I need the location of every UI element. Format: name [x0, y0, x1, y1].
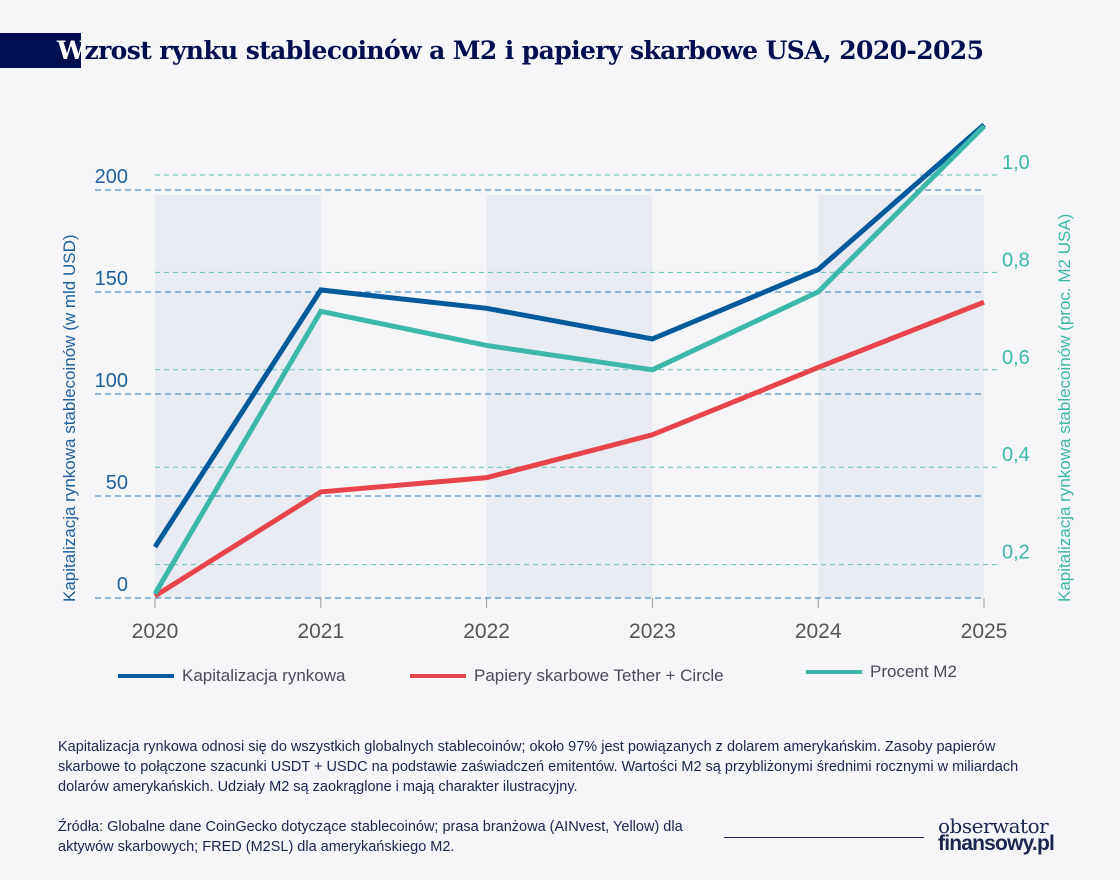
- y2-tick-label: 1,0: [1002, 152, 1030, 174]
- legend-item-m2-percent: Procent M2: [806, 662, 957, 682]
- logo-line1: obserwator: [938, 814, 1049, 838]
- title-accent-bar: [0, 33, 81, 68]
- y2-tick-label: 0,6: [1002, 347, 1030, 369]
- legend-label: Procent M2: [870, 662, 957, 681]
- legend-swatch: [118, 674, 174, 678]
- legend-item-treasuries: Papiery skarbowe Tether + Circle: [410, 666, 724, 686]
- y2-tick-label: 0,2: [1002, 542, 1030, 564]
- x-tick-label: 2023: [629, 620, 676, 643]
- source-note: Źródła: Globalne dane CoinGecko dotycząc…: [58, 819, 683, 855]
- title-text: zrost rynku stablecoinów a M2 i papiery …: [84, 36, 984, 65]
- shaded-band: [155, 195, 321, 598]
- y2-axis-title: Kapitalizacja rynkowa stablecoinów (proc…: [1055, 214, 1074, 602]
- legend-label: Kapitalizacja rynkowa: [182, 666, 346, 685]
- chart-title: Wzrost rynku stablecoinów a M2 i papiery…: [57, 33, 984, 68]
- x-tick-label: 2025: [961, 620, 1008, 643]
- x-tick-label: 2020: [132, 620, 179, 643]
- publisher-logo: obserwator finansowy.pl: [938, 814, 1055, 855]
- legend-label: Papiery skarbowe Tether + Circle: [474, 666, 724, 685]
- title-first-letter: W: [57, 36, 85, 65]
- x-tick-label: 2022: [463, 620, 510, 643]
- line-chart: 0 50 100 150 200 0,2 0,4 0,6 0,8 1,0 2020 2021 2022 2…: [60, 122, 1074, 643]
- y-tick-label: 50: [106, 472, 128, 494]
- y-tick-label: 200: [95, 166, 128, 188]
- logo-line2: finansowy.pl: [938, 832, 1055, 855]
- legend-swatch: [410, 674, 466, 678]
- series-line-2: [152, 124, 986, 596]
- y-tick-label: 150: [95, 268, 128, 290]
- y-axis-title: Kapitalizacja rynkowa stablecoinów (w ml…: [60, 234, 79, 602]
- y2-tick-label: 0,4: [1002, 444, 1030, 466]
- shaded-band: [486, 195, 653, 598]
- legend-item-market-cap: Kapitalizacja rynkowa: [118, 666, 345, 686]
- shaded-band: [818, 195, 984, 598]
- legend-swatch: [806, 670, 862, 674]
- y2-tick-label: 0,8: [1002, 249, 1030, 271]
- divider: [724, 837, 924, 838]
- series-line-0: [152, 122, 986, 549]
- chart-note: Kapitalizacja rynkowa odnosi się do wszy…: [58, 739, 1019, 795]
- x-tick-label: 2021: [297, 620, 344, 643]
- series-line-1: [153, 299, 985, 599]
- y-tick-label: 0: [117, 574, 128, 596]
- y-tick-label: 100: [95, 370, 128, 392]
- x-tick-label: 2024: [795, 620, 842, 643]
